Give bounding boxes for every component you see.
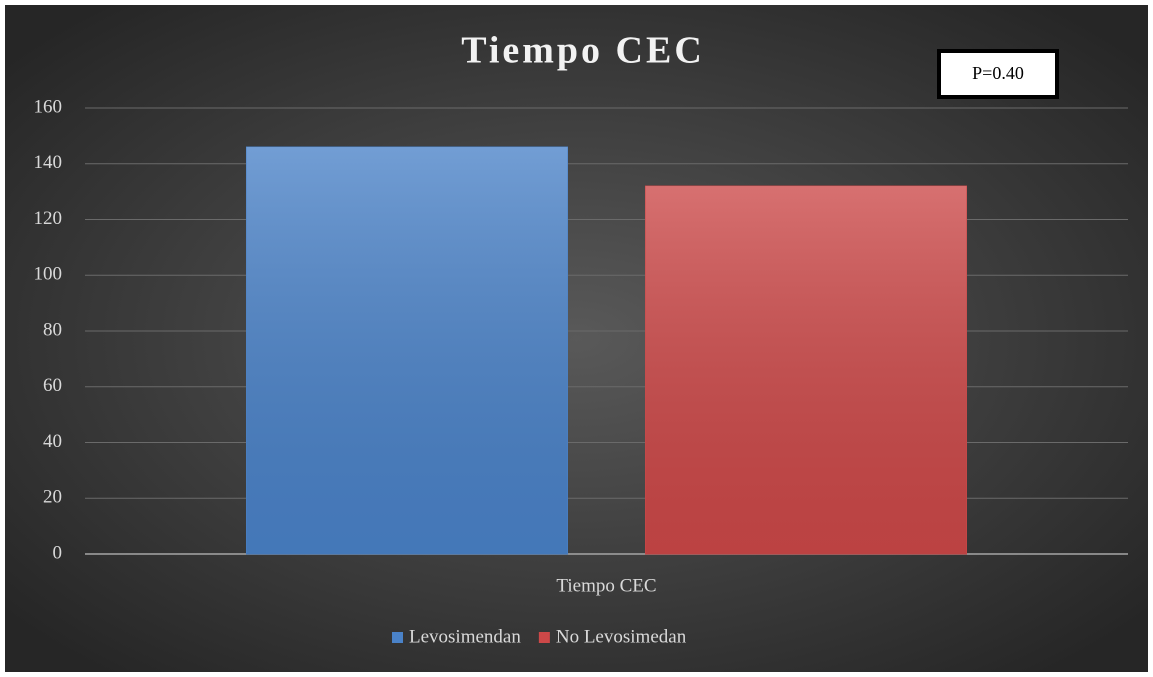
legend-swatch [392,632,403,643]
annotation: P=0.40 [972,63,1024,83]
y-tick-label: 20 [43,487,62,508]
bar [645,185,967,555]
y-tick-label: 0 [53,542,63,563]
y-tick-label: 100 [34,264,63,285]
annotation-box [937,49,1059,99]
y-tick-label: 60 [43,375,62,396]
y-tick-label: 80 [43,319,62,340]
bar [246,146,568,555]
chart-background [5,5,1148,672]
legend-swatch [538,632,550,643]
y-tick-label: 40 [43,431,62,452]
y-tick-label: 120 [34,208,63,229]
chart-title: Tiempo CEC [461,30,705,72]
legend-label: No Levosimedan [556,626,687,647]
x-tick-label: Tiempo CEC [556,575,656,596]
y-tick-label: 140 [34,152,63,173]
y-tick-label: 160 [34,96,63,117]
legend-label: Levosimendan [409,626,521,647]
